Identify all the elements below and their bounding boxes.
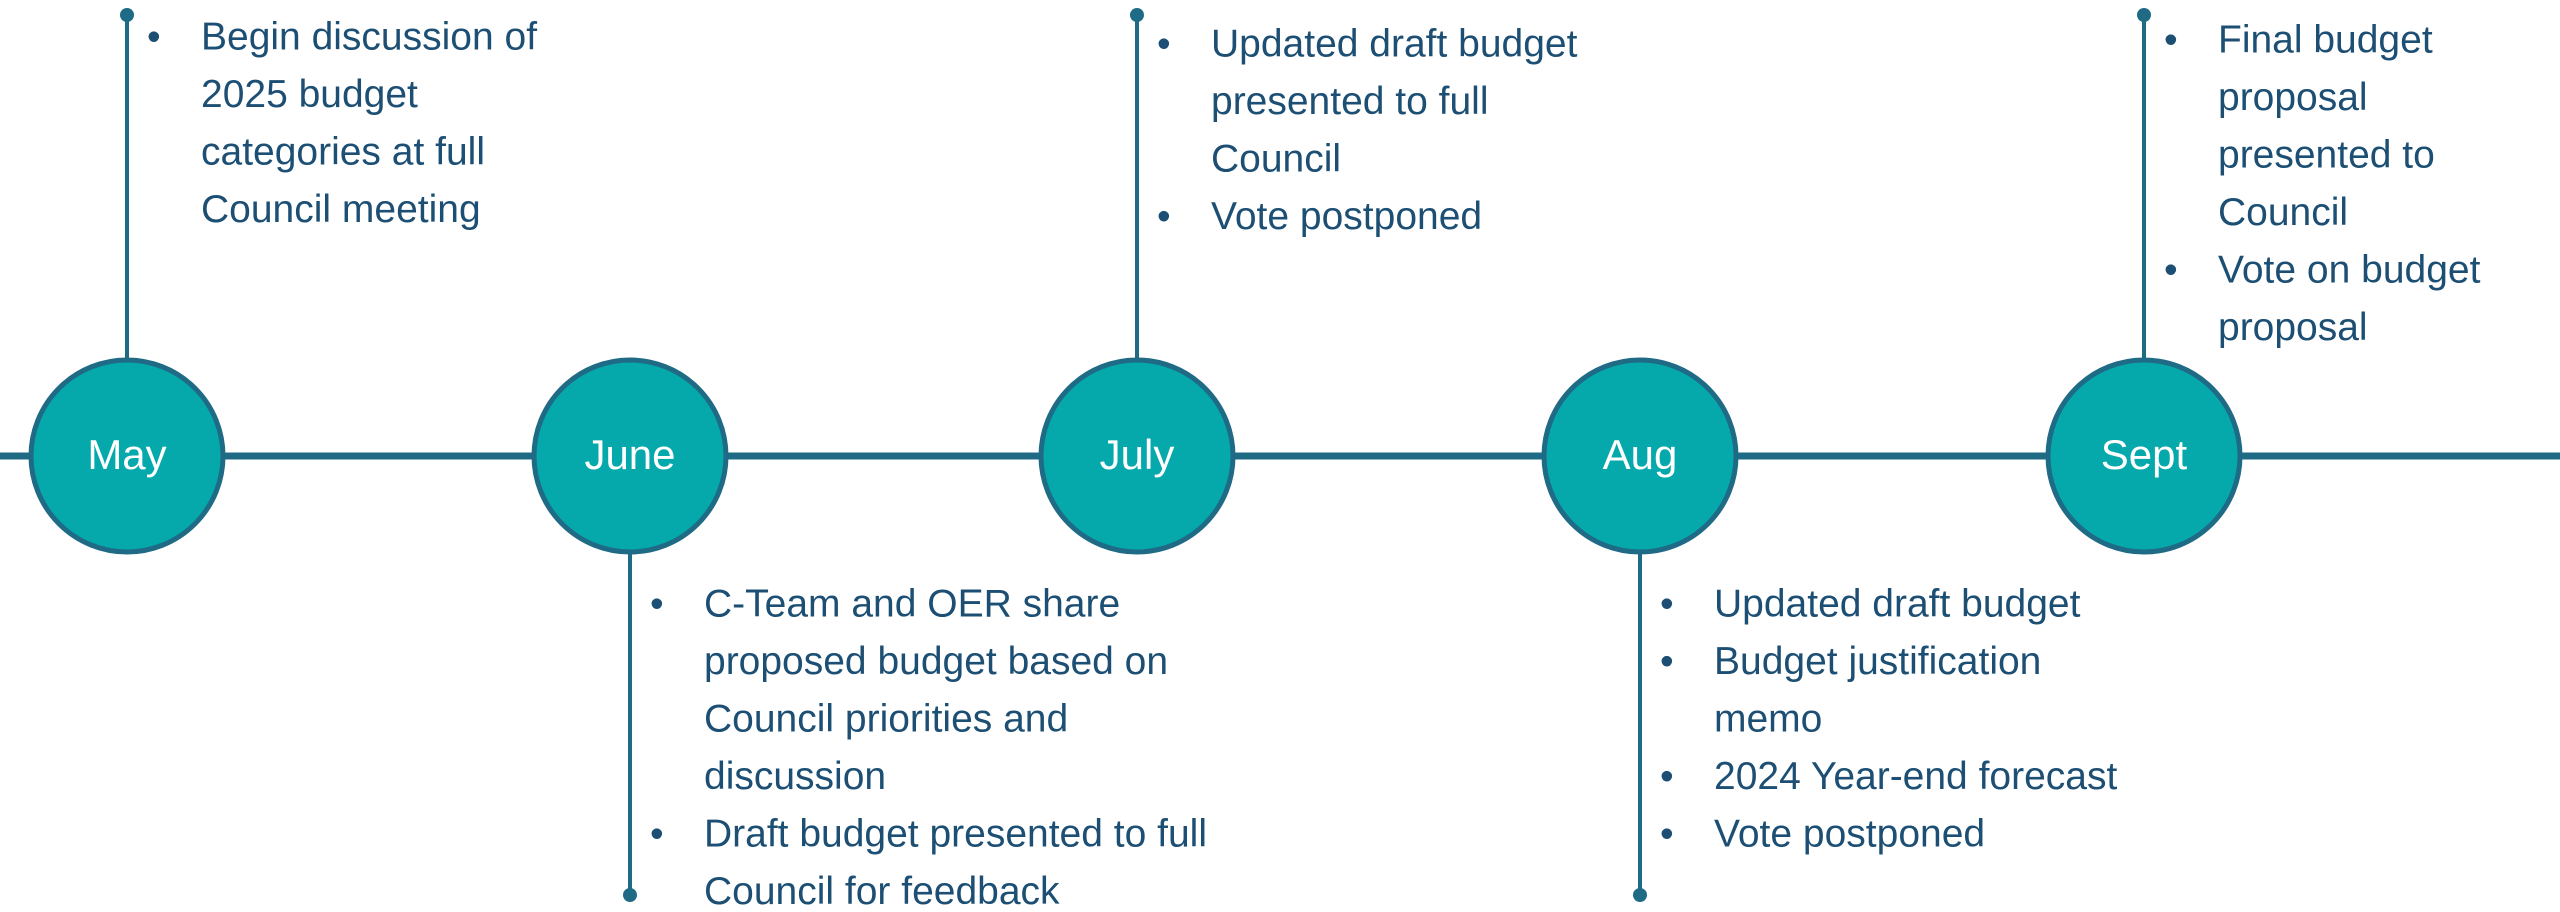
bullet: • — [1660, 640, 1674, 683]
month-label: Sept — [2101, 431, 2188, 478]
connector-dot — [1633, 888, 1647, 902]
item-text: presented to full — [1211, 80, 1489, 123]
month-node — [1541, 357, 1739, 555]
item-text: Council — [1211, 137, 1341, 180]
item-text: presented to — [2218, 133, 2435, 176]
month-label: Aug — [1603, 431, 1678, 478]
item-text: discussion — [704, 755, 886, 798]
item-text: Council meeting — [201, 188, 481, 231]
bullet: • — [2164, 248, 2178, 291]
item-text: Begin discussion of — [201, 15, 537, 58]
item-text: Vote postponed — [1714, 812, 1985, 855]
item-text: 2024 Year-end forecast — [1714, 755, 2117, 798]
month-node — [531, 357, 729, 555]
item-text: proposed budget based on — [704, 640, 1168, 683]
item-text: Council priorities and — [704, 697, 1068, 740]
connector-dot — [2137, 8, 2151, 22]
item-text: Final budget — [2218, 18, 2433, 61]
bullet: • — [2164, 18, 2178, 61]
item-text: Budget justification — [1714, 640, 2041, 683]
bullet: • — [147, 15, 161, 58]
bullet: • — [1157, 195, 1171, 238]
month-label: May — [87, 431, 166, 478]
bullet: • — [1157, 22, 1171, 65]
item-text: Updated draft budget — [1211, 22, 1578, 65]
item-text: 2025 budget — [201, 73, 418, 116]
item-text: Council — [2218, 191, 2348, 234]
item-text: Updated draft budget — [1714, 582, 2081, 625]
connector-dot — [623, 888, 637, 902]
item-text: proposal — [2218, 76, 2368, 119]
month-label: July — [1100, 431, 1175, 478]
item-text: memo — [1714, 697, 1822, 740]
month-node — [2045, 357, 2243, 555]
item-text: Draft budget presented to full — [704, 812, 1207, 855]
connector-dot — [1130, 8, 1144, 22]
item-text: categories at full — [201, 130, 485, 173]
bullet: • — [1660, 812, 1674, 855]
item-text: proposal — [2218, 306, 2368, 349]
month-label: June — [584, 431, 675, 478]
item-text: Council for feedback — [704, 870, 1060, 912]
item-text: Vote on budget — [2218, 248, 2481, 291]
item-text: Vote postponed — [1211, 195, 1482, 238]
connector-dot — [120, 8, 134, 22]
bullet: • — [1660, 755, 1674, 798]
bullet: • — [650, 582, 664, 625]
item-text: C-Team and OER share — [704, 582, 1120, 625]
month-node — [28, 357, 226, 555]
bullet: • — [1660, 582, 1674, 625]
bullet: • — [650, 812, 664, 855]
month-node — [1038, 357, 1236, 555]
